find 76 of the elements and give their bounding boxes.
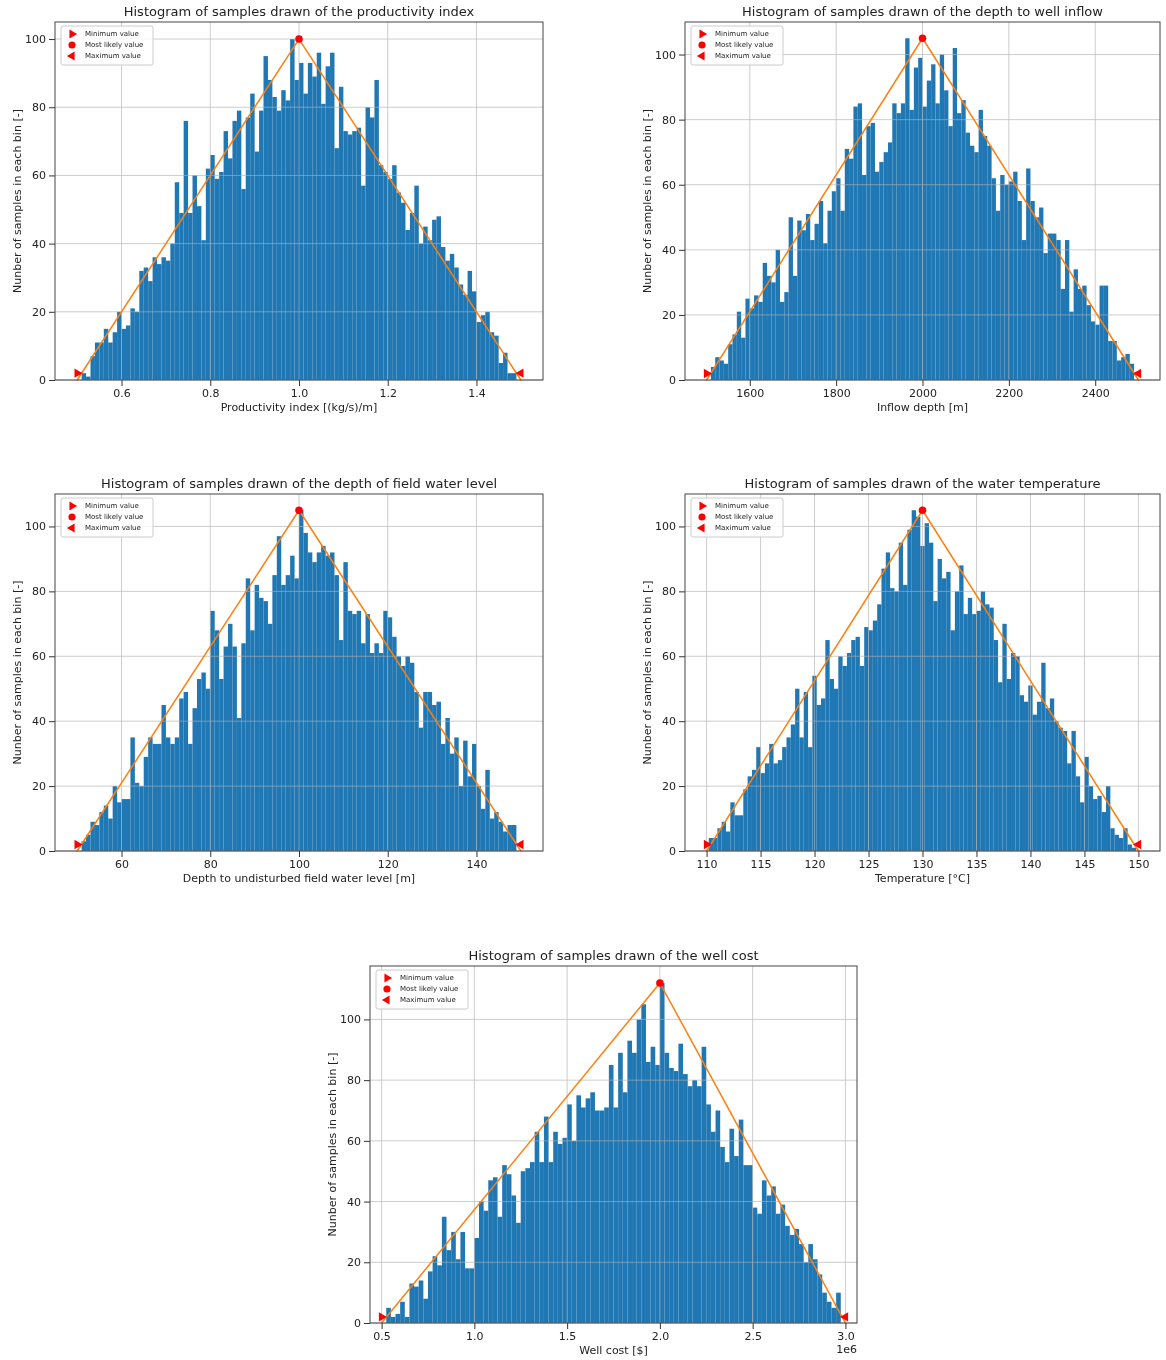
x-axis-title: Productivity index [(kg/s)/m] <box>220 401 378 414</box>
y-tick-label: 80 <box>662 585 676 599</box>
text: 1e6 <box>836 1343 857 1356</box>
x-tick-label: 110 <box>696 857 718 871</box>
y-tick-label: 80 <box>32 585 46 599</box>
chart-title: Histogram of samples drawn of the water temperature <box>744 476 1101 491</box>
y-tick-label: 80 <box>32 101 46 115</box>
y-tick-label: 40 <box>32 715 46 729</box>
x-tick-label: 80 <box>203 857 218 871</box>
x-axis-title: Well cost [$] <box>579 1344 648 1357</box>
x-tick-label: 100 <box>289 857 310 871</box>
x-tick-label: 145 <box>1074 857 1096 871</box>
x-tick-label: 125 <box>858 857 880 871</box>
y-tick-label: 20 <box>662 780 676 794</box>
y-tick-label: 60 <box>347 1134 361 1148</box>
y-tick-label: 40 <box>662 715 676 729</box>
y-tick-label: 0 <box>669 845 676 859</box>
y-axis-title: Nunber of samples in each bin [-] <box>326 1052 339 1237</box>
chart-title: Histogram of samples drawn of the well cost <box>468 948 759 963</box>
y-tick-label: 100 <box>340 1013 361 1027</box>
y-tick-label: 100 <box>655 48 676 62</box>
x-tick-label: 1800 <box>822 386 851 400</box>
x-tick-label: 1.0 <box>290 386 309 400</box>
y-tick-label: 60 <box>32 650 46 664</box>
x-tick-label: 2400 <box>1081 386 1110 400</box>
x-axis-title: Depth to undisturbed field water level [m] <box>182 872 416 885</box>
y-tick-label: 60 <box>662 650 676 664</box>
y-tick-label: 20 <box>32 780 46 794</box>
x-tick-label: 0.5 <box>373 1329 391 1343</box>
y-axis-title: Nunber of samples in each bin [-] <box>11 580 24 765</box>
y-tick-label: 0 <box>354 1317 361 1331</box>
x-axis-title: Inflow depth [m] <box>876 401 969 414</box>
y-tick-label: 100 <box>25 33 46 47</box>
y-tick-label: 0 <box>39 845 46 859</box>
y-tick-label: 100 <box>655 520 676 534</box>
chart-title: Histogram of samples drawn of the depth of field water level <box>101 476 497 491</box>
y-tick-label: 20 <box>32 305 46 319</box>
x-tick-label: 130 <box>912 857 934 871</box>
x-tick-label: 1600 <box>736 386 765 400</box>
y-tick-label: 40 <box>662 243 676 257</box>
x-tick-label: 3.0 <box>837 1329 855 1343</box>
y-tick-label: 0 <box>39 374 46 388</box>
y-tick-label: 60 <box>32 169 46 183</box>
y-tick-label: 20 <box>347 1256 361 1270</box>
y-tick-label: 20 <box>662 308 676 322</box>
x-tick-label: 150 <box>1128 857 1150 871</box>
y-tick-label: 80 <box>347 1074 361 1088</box>
x-tick-label: 1.5 <box>558 1329 577 1343</box>
y-axis-title: Nunber of samples in each bin [-] <box>641 580 654 765</box>
x-tick-label: 140 <box>466 857 488 871</box>
x-tick-label: 2.0 <box>651 1329 670 1343</box>
y-tick-label: 80 <box>662 113 676 127</box>
x-tick-label: 60 <box>115 857 130 871</box>
x-tick-label: 1.0 <box>466 1329 484 1343</box>
x-tick-label: 0.8 <box>202 386 220 400</box>
y-tick-label: 40 <box>32 237 46 251</box>
x-tick-label: 1.2 <box>379 386 397 400</box>
y-tick-label: 40 <box>347 1195 361 1209</box>
y-axis-title: Nunber of samples in each bin [-] <box>641 109 654 293</box>
x-tick-label: 120 <box>377 857 399 871</box>
chart-title: Histogram of samples drawn of the productivity index <box>123 4 475 19</box>
y-axis-title: Nunber of samples in each bin [-] <box>11 109 24 293</box>
x-tick-label: 120 <box>804 857 826 871</box>
x-tick-label: 140 <box>1020 857 1042 871</box>
x-tick-label: 2.5 <box>744 1329 762 1343</box>
y-tick-label: 100 <box>25 520 46 534</box>
y-tick-label: 0 <box>669 374 676 388</box>
x-axis-title: Temperature [°C] <box>874 872 970 885</box>
x-tick-label: 2200 <box>995 386 1024 400</box>
chart-title: Histogram of samples drawn of the depth to well inflow <box>742 4 1104 19</box>
x-tick-label: 2000 <box>909 386 937 400</box>
x-tick-label: 135 <box>966 857 988 871</box>
y-tick-label: 60 <box>662 178 676 192</box>
x-tick-label: 1.4 <box>468 386 486 400</box>
x-tick-label: 0.6 <box>113 386 131 400</box>
x-tick-label: 115 <box>750 857 772 871</box>
